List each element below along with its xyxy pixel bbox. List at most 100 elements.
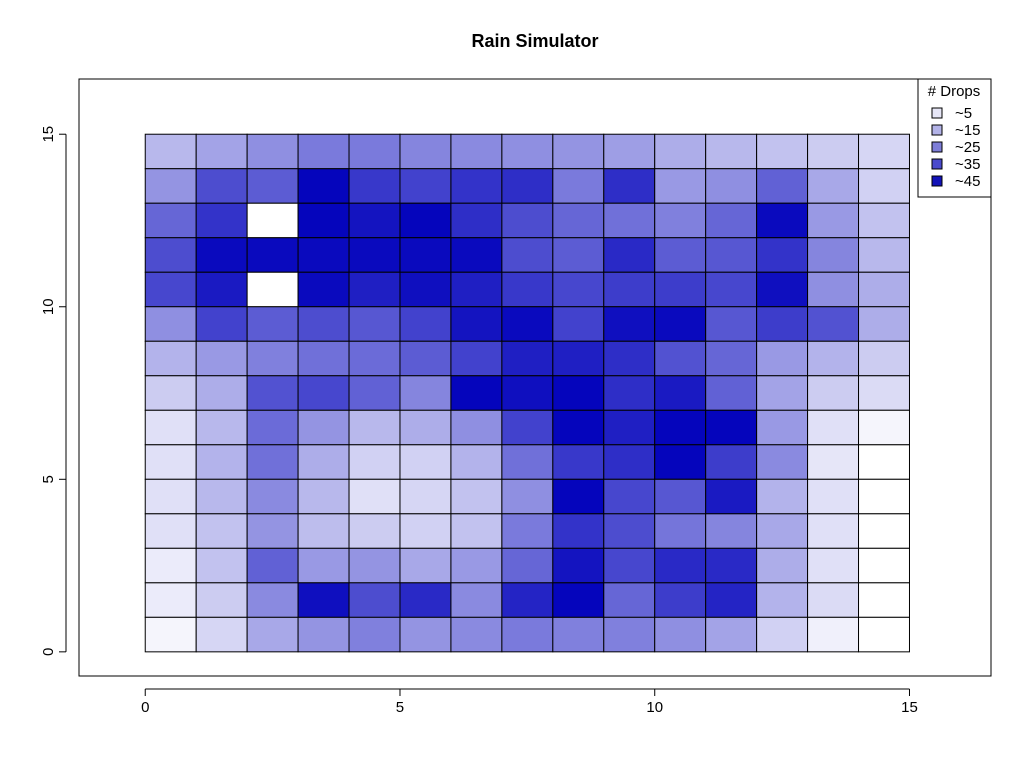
heatmap-cell bbox=[348, 547, 401, 584]
heatmap-cell bbox=[654, 616, 707, 653]
heatmap-cell bbox=[756, 547, 809, 584]
heatmap-cell bbox=[705, 478, 758, 515]
heatmap-cell bbox=[756, 340, 809, 377]
heatmap-cell bbox=[807, 375, 860, 411]
heatmap-cell bbox=[654, 478, 707, 515]
heatmap-cell bbox=[348, 513, 401, 549]
heatmap-cell bbox=[705, 513, 758, 549]
heatmap-cell bbox=[195, 547, 248, 584]
heatmap-cell bbox=[858, 133, 910, 170]
heatmap-cell bbox=[705, 616, 758, 653]
heatmap-cell bbox=[195, 444, 248, 480]
heatmap-cell bbox=[450, 444, 503, 480]
heatmap-cell bbox=[603, 582, 656, 618]
y-tick-label: 5 bbox=[40, 475, 57, 483]
heatmap-cell bbox=[348, 375, 401, 411]
heatmap-cell bbox=[246, 340, 299, 377]
heatmap-cell bbox=[348, 306, 401, 342]
heatmap-cell bbox=[399, 340, 452, 377]
heatmap-cell bbox=[552, 133, 605, 170]
heatmap-cell bbox=[603, 237, 656, 273]
heatmap-cell bbox=[399, 444, 452, 480]
heatmap-cell bbox=[195, 168, 248, 204]
x-tick-label: 15 bbox=[901, 699, 918, 716]
heatmap-cell bbox=[756, 202, 809, 239]
heatmap-cell bbox=[756, 513, 809, 549]
heatmap-cell bbox=[807, 237, 860, 273]
heatmap-cell bbox=[297, 168, 350, 204]
heatmap-cell bbox=[348, 271, 401, 308]
heatmap-cell bbox=[297, 582, 350, 618]
heatmap-cell bbox=[756, 444, 809, 480]
heatmap-cell bbox=[501, 444, 554, 480]
heatmap-cell bbox=[246, 168, 299, 204]
heatmap-cell bbox=[807, 306, 860, 342]
x-tick-label: 5 bbox=[396, 699, 404, 716]
heatmap-cell bbox=[705, 409, 758, 446]
heatmap-cell bbox=[246, 409, 299, 446]
legend-box bbox=[917, 78, 992, 198]
heatmap-cell bbox=[654, 375, 707, 411]
legend-entries: ~5~15~25~35~45 bbox=[931, 105, 980, 190]
heatmap-cell bbox=[501, 306, 554, 342]
heatmap-cell bbox=[501, 478, 554, 515]
legend-swatch bbox=[931, 107, 943, 119]
heatmap-cell bbox=[552, 202, 605, 239]
heatmap-cell bbox=[450, 582, 503, 618]
heatmap-cell bbox=[399, 547, 452, 584]
heatmap-cell bbox=[450, 271, 503, 308]
x-axis: 0 5 10 15 bbox=[141, 688, 918, 716]
heatmap-cell bbox=[144, 306, 197, 342]
heatmap-cell bbox=[144, 444, 197, 480]
legend-label: ~5 bbox=[955, 105, 972, 122]
heatmap-cell bbox=[654, 271, 707, 308]
heatmap-cell bbox=[501, 237, 554, 273]
heatmap-cell bbox=[807, 202, 860, 239]
heatmap-cell bbox=[858, 582, 910, 618]
heatmap-cell bbox=[603, 444, 656, 480]
heatmap-cell bbox=[552, 375, 605, 411]
heatmap-cell bbox=[552, 616, 605, 653]
heatmap-cell bbox=[858, 237, 910, 273]
heatmap-cell bbox=[144, 616, 197, 653]
heatmap-cell bbox=[654, 306, 707, 342]
heatmap-cell bbox=[399, 133, 452, 170]
heatmap-cell bbox=[450, 133, 503, 170]
heatmap-cell bbox=[501, 202, 554, 239]
heatmap-cell bbox=[348, 202, 401, 239]
heatmap-cell bbox=[705, 202, 758, 239]
heatmap-cell bbox=[501, 375, 554, 411]
heatmap-cell bbox=[654, 547, 707, 584]
x-tick-label: 10 bbox=[646, 699, 663, 716]
heatmap-cell bbox=[858, 375, 910, 411]
heatmap-cell bbox=[756, 616, 809, 653]
heatmap-cell bbox=[246, 306, 299, 342]
heatmap-cell bbox=[450, 409, 503, 446]
heatmap-cell bbox=[195, 133, 248, 170]
heatmap-cell bbox=[603, 340, 656, 377]
heatmap-cell bbox=[246, 616, 299, 653]
heatmap-cell bbox=[195, 202, 248, 239]
heatmap-cell bbox=[654, 409, 707, 446]
heatmap-cell bbox=[144, 237, 197, 273]
heatmap-cell bbox=[705, 375, 758, 411]
heatmap-cell bbox=[246, 547, 299, 584]
heatmap-cell bbox=[399, 237, 452, 273]
heatmap-cell bbox=[195, 237, 248, 273]
heatmap-cell bbox=[705, 444, 758, 480]
heatmap-cell bbox=[501, 340, 554, 377]
heatmap-cell bbox=[297, 237, 350, 273]
heatmap-cell bbox=[501, 547, 554, 584]
heatmap-cell bbox=[552, 444, 605, 480]
heatmap-cell bbox=[552, 168, 605, 204]
heatmap-cell bbox=[297, 375, 350, 411]
heatmap-cell bbox=[807, 444, 860, 480]
legend-title: # Drops bbox=[928, 83, 981, 100]
heatmap-cell bbox=[297, 306, 350, 342]
heatmap-cell bbox=[552, 513, 605, 549]
heatmap-cell bbox=[603, 375, 656, 411]
heatmap-cell bbox=[552, 340, 605, 377]
heatmap-cell bbox=[144, 375, 197, 411]
heatmap-cell bbox=[705, 168, 758, 204]
legend-swatch bbox=[931, 158, 943, 170]
